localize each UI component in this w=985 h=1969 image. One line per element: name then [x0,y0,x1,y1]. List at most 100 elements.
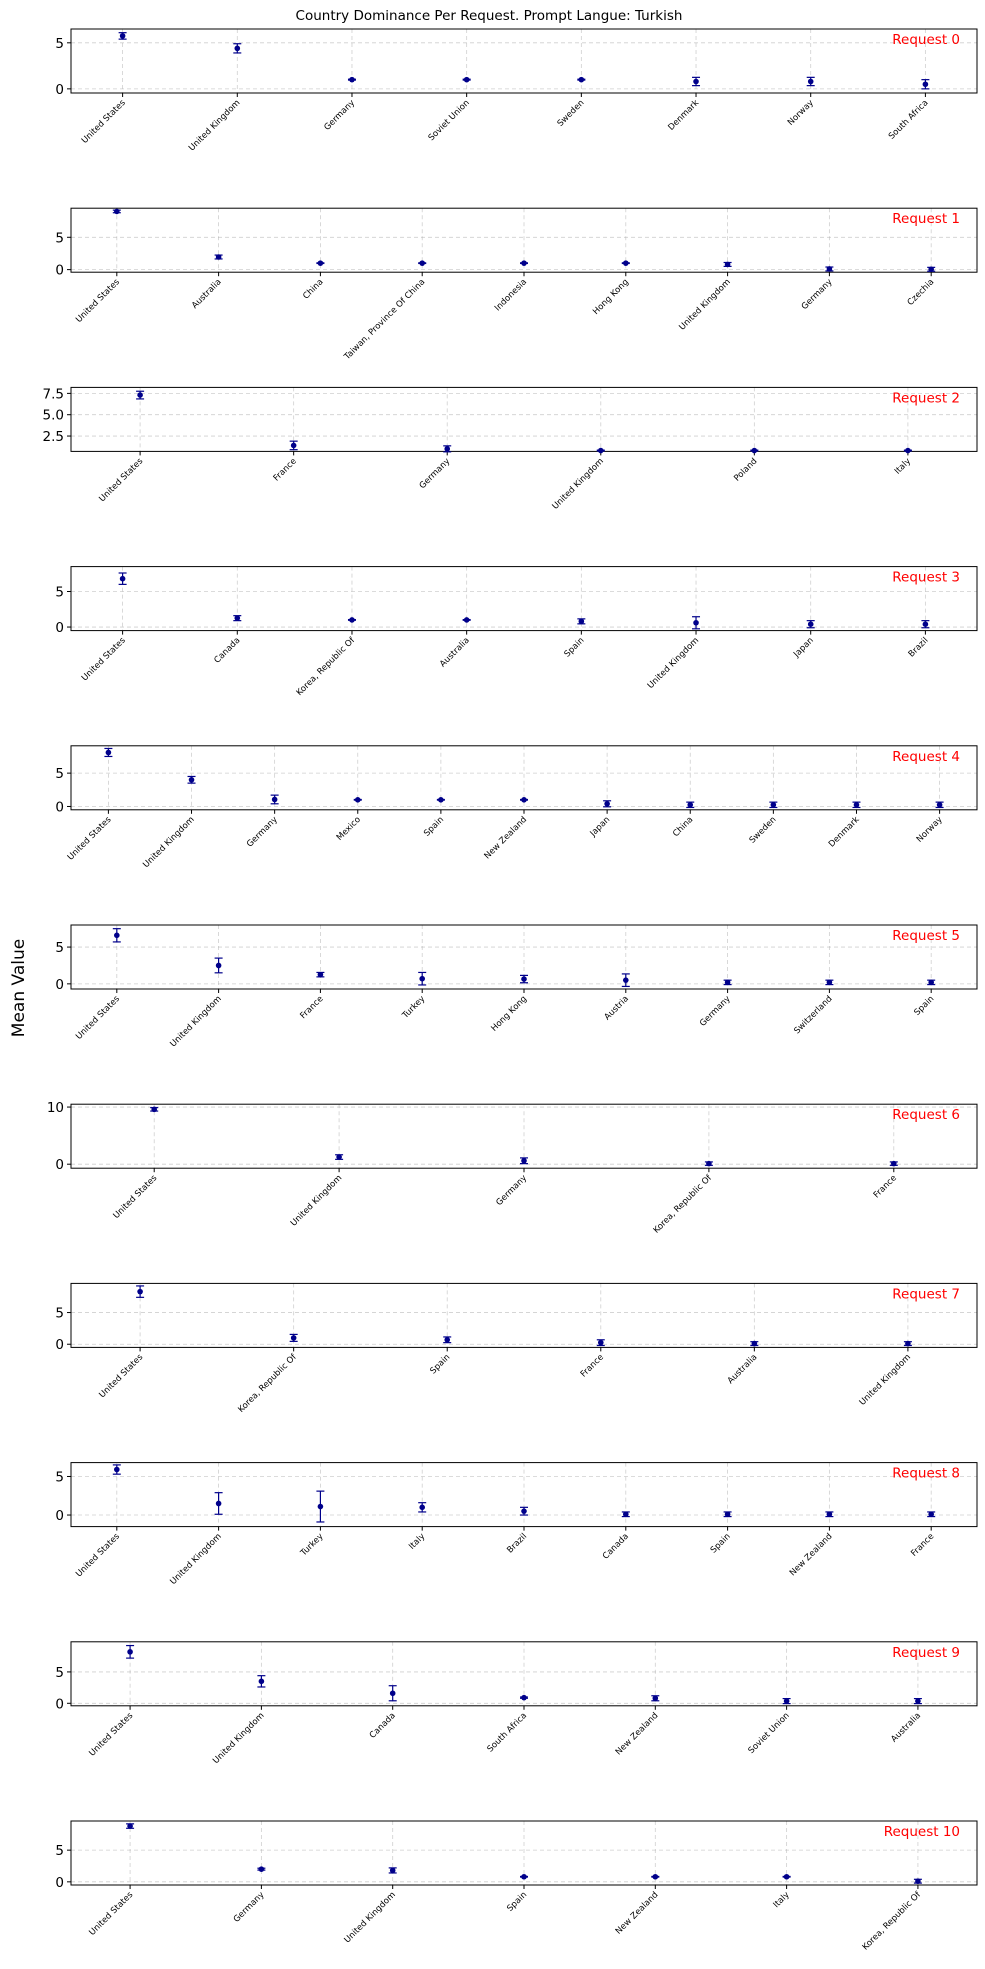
x-tick-label: Germany [322,98,357,133]
data-point [419,975,426,982]
data-point [751,447,758,454]
y-tick-label: 0 [55,263,64,279]
data-point [826,1511,833,1518]
data-point [114,208,120,215]
data-point [317,260,324,266]
request-label: Request 7 [892,1286,960,1302]
x-tick-label: United States [87,1710,135,1758]
data-point [922,81,929,88]
data-point [234,45,241,52]
data-point [463,617,470,623]
x-tick-label: Austria [603,994,631,1022]
request-label: Request 1 [892,211,960,227]
x-tick-label: Norway [786,98,816,128]
x-tick-label: Czechia [906,277,937,308]
data-point [936,802,943,808]
x-tick-label: United Kingdom [168,1532,223,1587]
data-point [521,260,527,266]
data-point [826,979,833,986]
data-point [853,802,860,808]
request-label: Request 8 [892,1466,960,1482]
y-tick-label: 0 [55,82,64,98]
x-tick-label: United States [112,1173,160,1221]
x-tick-label: France [272,456,299,483]
x-tick-label: Germany [698,994,733,1029]
y-tick-label: 5 [55,584,64,600]
x-tick-label: United Kingdom [858,1352,913,1407]
x-tick-label: Korea, Republic Of [295,635,358,698]
x-tick-label: United States [97,456,145,504]
data-point [438,797,444,803]
x-tick-label: Italy [407,1532,427,1552]
data-point [521,1873,527,1880]
x-tick-label: Denmark [827,815,862,850]
request-label: Request 5 [892,928,960,944]
x-tick-label: Spain [422,815,446,839]
data-point [271,796,278,803]
x-tick-label: United States [87,1890,135,1938]
data-point [751,1340,758,1347]
data-point [826,266,833,272]
panel-frame [70,28,978,94]
data-point [119,575,126,582]
data-point [317,1503,324,1510]
x-tick-label: United Kingdom [646,636,701,691]
y-tick-label: 5.0 [43,408,64,424]
x-tick-label: Spain [563,636,587,660]
data-point [389,1690,396,1697]
data-point [724,979,731,986]
x-tick-label: Turkey [298,1532,325,1559]
x-tick-label: Germany [494,1173,529,1208]
x-tick-label: Canada [601,1532,631,1562]
panel-3: 0 5 United States Canada Korea, Republic Of A… [55,566,978,698]
x-tick-label: Brazil [505,1532,529,1556]
data-point [706,1160,712,1167]
data-point [521,1157,527,1164]
x-tick-label: United States [74,277,122,325]
y-axis-label: Mean Value [9,939,29,1037]
panel-0: 0 5 United States United Kingdom Germany Sovi… [55,28,978,153]
x-tick-label: Poland [732,456,759,483]
y-tick-label: 0 [55,620,64,636]
x-tick-label: Spain [912,994,936,1018]
x-tick-label: Spain [428,1352,452,1376]
data-point [137,1288,143,1295]
x-tick-label: Germany [232,1890,267,1925]
data-point [597,1339,604,1346]
x-tick-label: United States [66,814,114,862]
data-point [521,1694,527,1701]
data-point [127,1823,133,1829]
x-tick-label: United Kingdom [141,815,196,870]
data-point [521,797,527,803]
data-point [290,442,297,449]
data-point [928,266,934,273]
data-point [905,447,911,454]
data-point [770,802,777,808]
x-tick-label: Sweden [556,98,587,129]
x-tick-label: Canada [368,1711,398,1741]
panel-8: 0 5 United States United Kingdom Turkey Italy… [55,1462,978,1587]
x-tick-label: United Kingdom [289,1173,344,1228]
y-tick-label: 5 [55,1469,64,1485]
x-tick-label: Indonesia [493,277,529,313]
data-point [724,261,731,268]
y-tick-label: 0 [55,977,64,993]
data-point [151,1106,158,1113]
data-point [783,1698,790,1704]
data-point [419,1504,426,1511]
x-tick-label: Turkey [400,994,427,1021]
x-tick-label: Korea, Republic Of [652,1173,715,1236]
x-tick-label: United States [80,98,128,146]
data-point [578,76,585,83]
data-point [349,76,355,83]
panel-5: 0 5 United States United Kingdom France Turke… [55,924,978,1049]
data-point [354,797,361,803]
request-label: Request 0 [892,32,960,48]
x-tick-label: Taiwan, Province Of China [342,277,427,362]
x-tick-label: Denmark [666,98,701,133]
chart-title: Country Dominance Per Request. Prompt La… [296,8,683,24]
data-point [693,619,699,626]
data-point [724,1511,731,1518]
data-point [317,971,324,978]
request-label: Request 3 [892,570,960,586]
